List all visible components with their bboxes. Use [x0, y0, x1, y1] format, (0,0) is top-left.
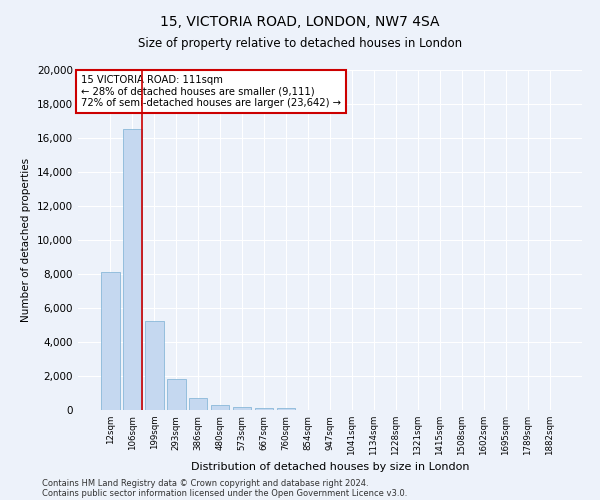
Text: Contains HM Land Registry data © Crown copyright and database right 2024.: Contains HM Land Registry data © Crown c…	[42, 478, 368, 488]
X-axis label: Distribution of detached houses by size in London: Distribution of detached houses by size …	[191, 462, 469, 472]
Bar	[189, 398, 208, 410]
Text: 15 VICTORIA ROAD: 111sqm
← 28% of detached houses are smaller (9,111)
72% of sem: 15 VICTORIA ROAD: 111sqm ← 28% of detach…	[80, 75, 341, 108]
Bar	[233, 407, 251, 410]
Bar	[167, 380, 185, 410]
Bar	[277, 408, 295, 410]
Text: Contains public sector information licensed under the Open Government Licence v3: Contains public sector information licen…	[42, 488, 407, 498]
Bar	[123, 130, 142, 410]
Bar	[101, 272, 119, 410]
Bar	[211, 405, 229, 410]
Text: 15, VICTORIA ROAD, LONDON, NW7 4SA: 15, VICTORIA ROAD, LONDON, NW7 4SA	[160, 15, 440, 29]
Bar	[255, 408, 274, 410]
Y-axis label: Number of detached properties: Number of detached properties	[22, 158, 31, 322]
Text: Size of property relative to detached houses in London: Size of property relative to detached ho…	[138, 38, 462, 51]
Bar	[145, 321, 164, 410]
